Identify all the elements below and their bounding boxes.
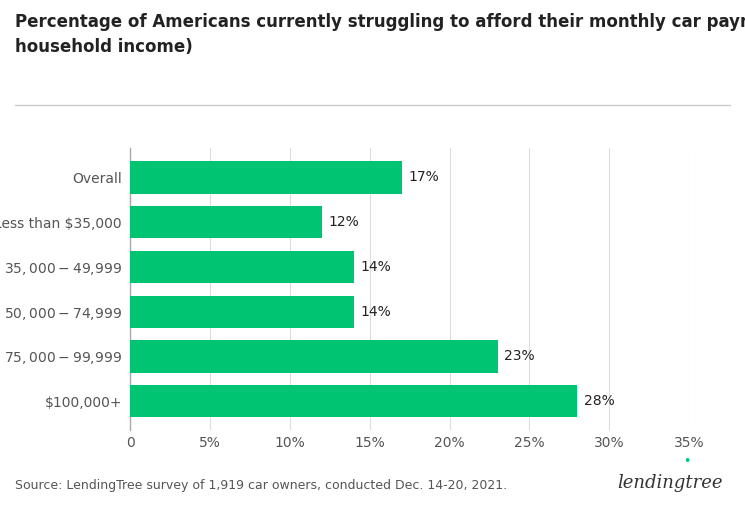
Text: 17%: 17% [408, 170, 439, 184]
Text: 23%: 23% [504, 349, 535, 364]
Text: lendingtree: lendingtree [617, 474, 723, 492]
Text: 28%: 28% [584, 394, 615, 408]
Text: 14%: 14% [361, 305, 391, 318]
Bar [130, 161, 402, 194]
Text: 14%: 14% [361, 260, 391, 274]
Text: Source: LendingTree survey of 1,919 car owners, conducted Dec. 14-20, 2021.: Source: LendingTree survey of 1,919 car … [15, 479, 507, 492]
Bar [130, 340, 498, 373]
Text: 12%: 12% [329, 215, 359, 229]
Text: Percentage of Americans currently struggling to afford their monthly car payment: Percentage of Americans currently strugg… [15, 13, 745, 56]
Bar [130, 385, 577, 417]
Bar [130, 295, 354, 328]
Text: •: • [683, 456, 691, 468]
Bar [130, 206, 322, 238]
Bar [130, 251, 354, 283]
